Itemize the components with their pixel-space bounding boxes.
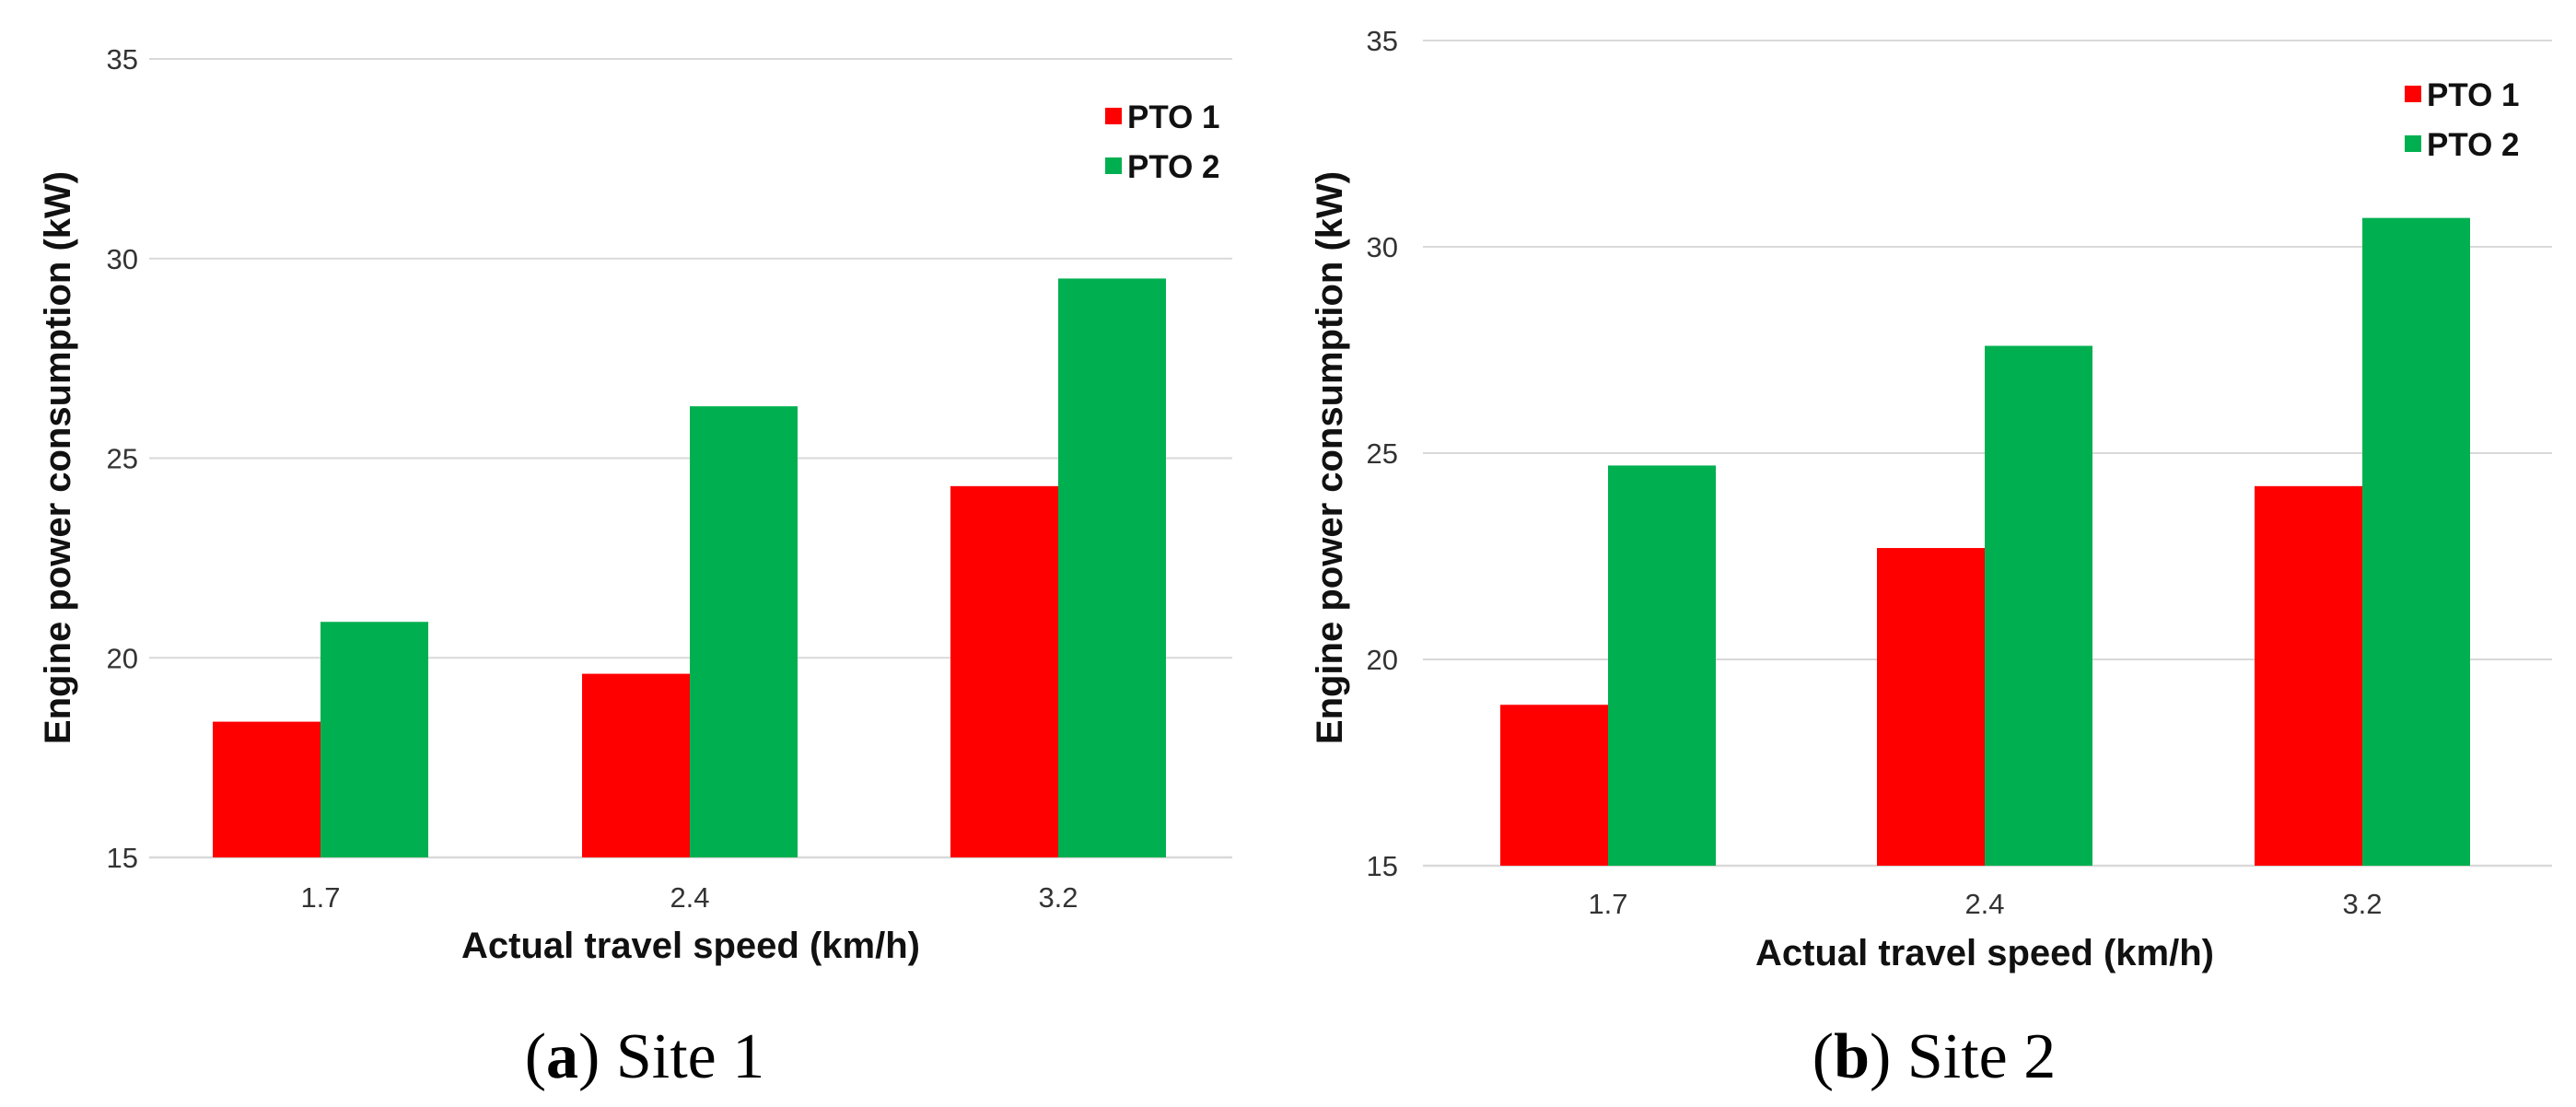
- x-axis-title: Actual travel speed (km/h): [1755, 933, 2214, 973]
- chart-site-1-bars: [213, 278, 1166, 857]
- legend-swatch-pto-2: [2405, 135, 2421, 152]
- bar-pto-1-2.4: [582, 673, 690, 857]
- legend-label-pto-2: PTO 2: [1127, 149, 1220, 185]
- legend: PTO 1 PTO 2: [2405, 77, 2520, 163]
- legend-swatch-pto-1: [1105, 108, 1122, 124]
- bar-pto-2-3.2: [1058, 278, 1166, 857]
- bar-pto-1-3.2: [950, 485, 1058, 857]
- chart-site-2-y-ticks: 15 20 25 30 35: [1367, 25, 1398, 882]
- legend-label-pto-2: PTO 2: [2427, 127, 2520, 163]
- caption-text: Site 1: [600, 1021, 764, 1092]
- y-tick-label: 35: [1367, 25, 1398, 57]
- y-tick-label: 30: [1367, 231, 1398, 263]
- caption-letter: a: [546, 1021, 578, 1092]
- bar-pto-1-1.7: [213, 721, 321, 857]
- bar-pto-1-1.7: [1500, 705, 1608, 866]
- caption-text: Site 2: [1891, 1021, 2056, 1092]
- caption-site-2: (b) Site 2: [1813, 1021, 2056, 1092]
- bar-pto-2-2.4: [1985, 345, 2092, 866]
- y-tick-label: 15: [107, 842, 138, 874]
- legend-label-pto-1: PTO 1: [1127, 99, 1220, 135]
- chart-site-2-x-ticks: 1.7 2.4 3.2: [1588, 888, 2382, 920]
- y-tick-label: 30: [107, 243, 138, 275]
- y-tick-label: 20: [107, 642, 138, 674]
- bar-pto-2-2.4: [690, 406, 798, 857]
- chart-site-2-bars: [1500, 217, 2470, 866]
- y-tick-label: 15: [1367, 850, 1398, 882]
- chart-site-1: 15 20 25 30 35 1.7 2.4 3.2 Actual travel…: [38, 43, 1232, 1092]
- x-tick-label: 3.2: [2342, 888, 2382, 920]
- y-axis-title: Engine power consumption (kW): [1310, 171, 1350, 744]
- y-tick-label: 35: [107, 43, 138, 76]
- caption-letter: b: [1834, 1021, 1870, 1092]
- bar-pto-2-1.7: [321, 622, 428, 857]
- x-tick-label: 2.4: [670, 881, 709, 914]
- y-tick-label: 25: [1367, 437, 1398, 470]
- x-tick-label: 3.2: [1038, 881, 1078, 914]
- caption-site-1: (a) Site 1: [525, 1021, 765, 1092]
- bar-pto-2-3.2: [2362, 217, 2470, 866]
- x-axis-title: Actual travel speed (km/h): [461, 926, 920, 966]
- bar-pto-2-1.7: [1608, 465, 1716, 866]
- legend: PTO 1 PTO 2: [1105, 99, 1220, 185]
- legend-swatch-pto-2: [1105, 157, 1122, 174]
- bar-pto-1-2.4: [1877, 548, 1985, 866]
- y-tick-label: 25: [107, 443, 138, 475]
- chart-site-1-y-ticks: 15 20 25 30 35: [107, 43, 138, 874]
- x-tick-label: 2.4: [1964, 888, 2004, 920]
- y-tick-label: 20: [1367, 644, 1398, 676]
- chart-site-1-x-ticks: 1.7 2.4 3.2: [300, 881, 1078, 914]
- x-tick-label: 1.7: [1588, 888, 1627, 920]
- chart-site-2: 15 20 25 30 35 1.7 2.4 3.2 Actual travel…: [1310, 25, 2552, 1092]
- x-tick-label: 1.7: [300, 881, 340, 914]
- legend-label-pto-1: PTO 1: [2427, 77, 2520, 113]
- y-axis-title: Engine power consumption (kW): [38, 171, 78, 744]
- bar-pto-1-3.2: [2255, 485, 2362, 866]
- legend-swatch-pto-1: [2405, 86, 2421, 102]
